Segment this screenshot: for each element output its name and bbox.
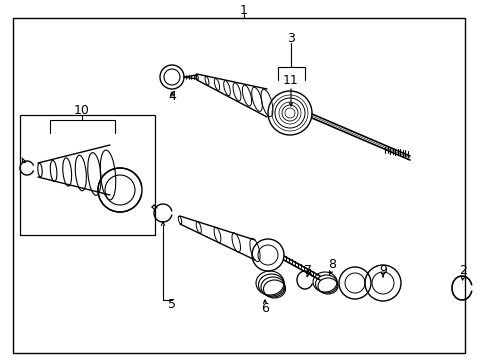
Bar [20,115,155,235]
Text: 6: 6 [261,302,268,315]
Text: 5: 5 [168,298,176,311]
Text: 2: 2 [458,264,466,276]
Text: 10: 10 [74,104,90,117]
Text: 7: 7 [304,264,311,276]
Text: 1: 1 [240,4,247,17]
Text: 11: 11 [283,73,298,86]
Text: 9: 9 [378,264,386,276]
Text: 4: 4 [168,90,176,103]
Text: 8: 8 [327,258,335,271]
Text: 3: 3 [286,32,294,45]
